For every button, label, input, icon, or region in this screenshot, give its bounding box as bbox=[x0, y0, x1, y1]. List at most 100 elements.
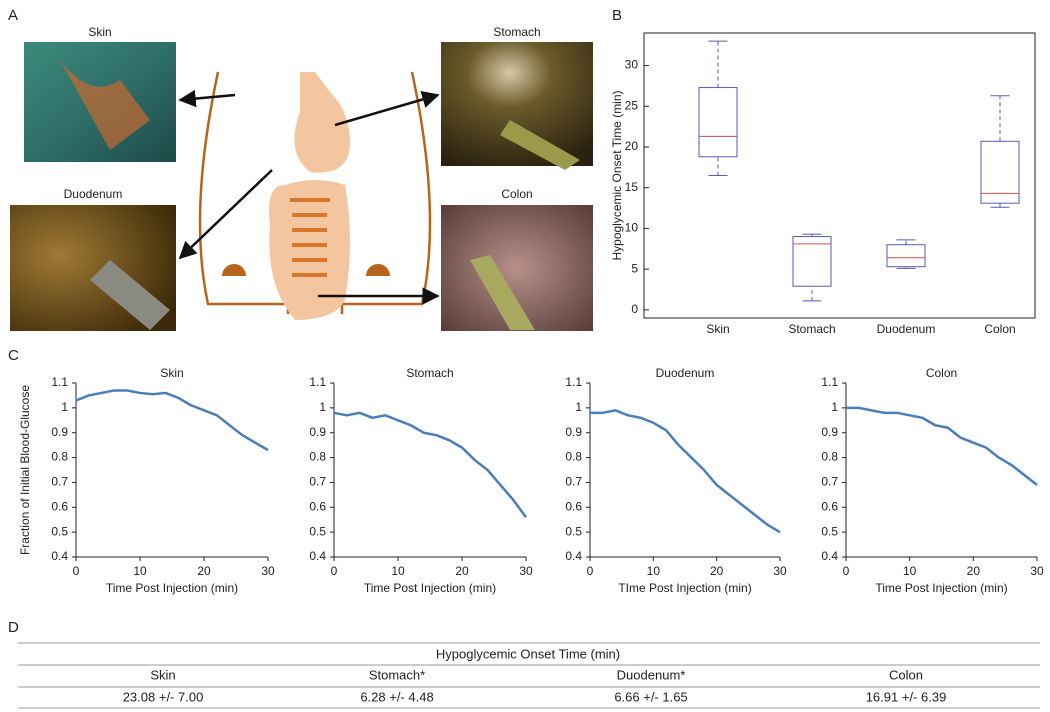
y-axis-label: Fraction of Initial Blood-Glucose bbox=[18, 385, 32, 555]
plot-frame bbox=[643, 32, 1036, 319]
y-tick-label: 0.7 bbox=[309, 475, 326, 489]
y-tick-label: 0.5 bbox=[309, 524, 326, 538]
x-tick-label: 0 bbox=[843, 564, 850, 578]
table-cell: 16.91 +/- 6.39 bbox=[866, 689, 947, 704]
y-axis-label: Hypoglycemic Onset Time (min) bbox=[610, 90, 624, 260]
panel-label: C bbox=[8, 347, 19, 364]
y-tick-label: 20 bbox=[625, 139, 639, 153]
stomach-shape bbox=[294, 72, 350, 173]
x-tick-label: 30 bbox=[1030, 564, 1044, 578]
y-tick-label: 15 bbox=[625, 180, 639, 194]
data-line bbox=[846, 406, 1038, 486]
table-title: Hypoglycemic Onset Time (min) bbox=[436, 646, 620, 661]
x-tick-label: 10 bbox=[391, 564, 405, 578]
y-tick-label: 1 bbox=[575, 400, 582, 414]
y-tick-label: 0.9 bbox=[51, 425, 68, 439]
arrow bbox=[178, 169, 273, 260]
photo-label: Colon bbox=[501, 187, 532, 201]
chart-title: Duodenum bbox=[656, 366, 715, 380]
data-line bbox=[590, 409, 781, 534]
table-cell: 6.66 +/- 1.65 bbox=[614, 689, 687, 704]
x-tick-label: 10 bbox=[133, 564, 147, 578]
y-tick-label: 0.4 bbox=[565, 549, 582, 563]
table-cell: 23.08 +/- 7.00 bbox=[123, 689, 204, 704]
x-tick-label: 20 bbox=[197, 564, 211, 578]
table-cell: 6.28 +/- 4.48 bbox=[360, 689, 433, 704]
axes bbox=[589, 383, 780, 558]
y-tick-label: 1 bbox=[61, 400, 68, 414]
y-tick-label: 0.5 bbox=[565, 524, 582, 538]
photo-label: Stomach bbox=[493, 25, 540, 39]
chart-title: Colon bbox=[926, 366, 957, 380]
intestine-shape bbox=[269, 180, 350, 320]
kidneys bbox=[222, 264, 390, 276]
x-tick-label: 0 bbox=[587, 564, 594, 578]
x-axis-label: Time Post Injection (min) bbox=[875, 581, 1007, 595]
photo-stomach bbox=[441, 42, 593, 166]
photo-detail bbox=[90, 260, 170, 330]
chart-title: Skin bbox=[160, 366, 183, 380]
x-tick-label: 30 bbox=[261, 564, 275, 578]
y-tick-label: 0.7 bbox=[821, 475, 838, 489]
y-tick-label: 1.1 bbox=[565, 375, 582, 389]
y-tick-label: 0.5 bbox=[51, 524, 68, 538]
y-tick-label: 30 bbox=[625, 58, 639, 72]
x-tick-label: Colon bbox=[984, 322, 1015, 336]
y-tick-label: 0.9 bbox=[565, 425, 582, 439]
y-tick-label: 0.6 bbox=[565, 499, 582, 513]
x-tick-label: 10 bbox=[647, 564, 661, 578]
photo-label: Duodenum bbox=[64, 187, 123, 201]
y-tick-label: 1 bbox=[831, 400, 838, 414]
y-tick-label: 0.8 bbox=[821, 450, 838, 464]
data-line bbox=[333, 411, 528, 518]
x-tick-label: 10 bbox=[903, 564, 917, 578]
y-tick-label: 25 bbox=[625, 98, 639, 112]
photo-label: Skin bbox=[88, 25, 111, 39]
axes bbox=[333, 383, 526, 558]
y-tick-label: 0.6 bbox=[51, 499, 68, 513]
x-tick-label: 30 bbox=[519, 564, 533, 578]
box bbox=[698, 87, 738, 158]
box bbox=[792, 236, 832, 287]
y-tick-label: 0.6 bbox=[309, 499, 326, 513]
y-tick-label: 0 bbox=[631, 302, 638, 316]
panel-label: B bbox=[612, 7, 622, 24]
photo-detail bbox=[470, 255, 535, 330]
y-tick-label: 0.7 bbox=[51, 475, 68, 489]
y-tick-label: 0.7 bbox=[565, 475, 582, 489]
y-tick-label: 0.8 bbox=[51, 450, 68, 464]
y-tick-label: 0.4 bbox=[51, 549, 68, 563]
table-header: Colon bbox=[889, 667, 923, 682]
y-tick-label: 5 bbox=[631, 261, 638, 275]
y-tick-label: 0.8 bbox=[565, 450, 582, 464]
x-axis-label: Time Post Injection (min) bbox=[106, 581, 238, 595]
x-tick-label: Stomach bbox=[788, 322, 835, 336]
x-tick-label: 20 bbox=[455, 564, 469, 578]
y-tick-label: 0.9 bbox=[821, 425, 838, 439]
x-tick-label: Duodenum bbox=[877, 322, 936, 336]
panel-label: D bbox=[8, 619, 19, 636]
y-tick-label: 10 bbox=[625, 221, 639, 235]
photo-detail bbox=[500, 120, 580, 170]
chart-title: Stomach bbox=[406, 366, 453, 380]
x-tick-label: Skin bbox=[706, 322, 729, 336]
panel-label: A bbox=[8, 7, 18, 24]
table-header: Duodenum* bbox=[617, 667, 686, 682]
x-tick-label: 0 bbox=[331, 564, 338, 578]
table-header: Skin bbox=[150, 667, 175, 682]
y-tick-label: 1.1 bbox=[309, 375, 326, 389]
y-tick-label: 0.4 bbox=[821, 549, 838, 563]
y-tick-label: 0.4 bbox=[309, 549, 326, 563]
axes bbox=[75, 383, 268, 558]
axes bbox=[845, 383, 1037, 558]
arrow bbox=[334, 91, 440, 127]
x-tick-label: 0 bbox=[73, 564, 80, 578]
box bbox=[980, 140, 1020, 204]
y-tick-label: 1 bbox=[319, 400, 326, 414]
x-tick-label: 20 bbox=[967, 564, 981, 578]
y-tick-label: 0.6 bbox=[821, 499, 838, 513]
x-tick-label: 30 bbox=[773, 564, 787, 578]
box bbox=[886, 244, 926, 268]
table-header: Stomach* bbox=[369, 667, 425, 682]
